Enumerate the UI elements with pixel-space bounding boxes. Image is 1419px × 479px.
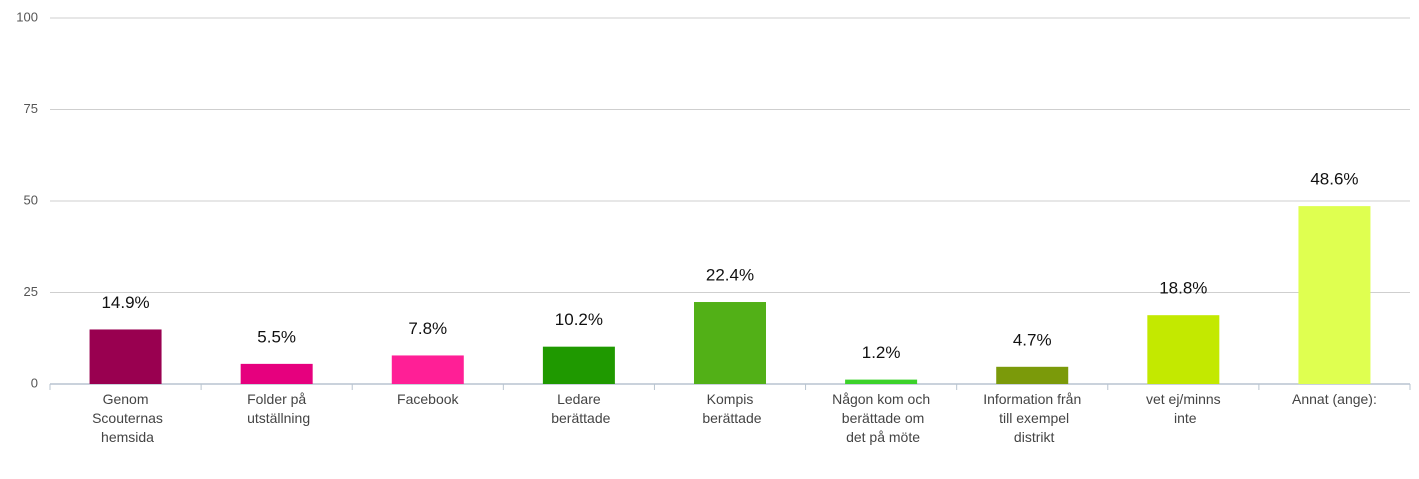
- bar: [89, 329, 162, 384]
- value-label: 7.8%: [408, 319, 447, 338]
- y-tick-label: 25: [24, 284, 38, 299]
- value-label: 22.4%: [706, 266, 754, 285]
- bar: [694, 302, 766, 384]
- value-label: 1.2%: [862, 343, 901, 362]
- x-tick-label: Annat (ange):: [1292, 391, 1377, 407]
- value-label: 10.2%: [555, 310, 603, 329]
- x-tick-label: Genom Scouternas hemsida: [88, 391, 163, 445]
- x-tick-label: Ledare berättade: [547, 391, 610, 426]
- bar: [240, 363, 313, 384]
- value-label: 48.6%: [1310, 170, 1358, 189]
- y-tick-label: 75: [24, 101, 38, 116]
- x-tick-label: Kompis berättade: [698, 391, 761, 426]
- y-tick-label: 50: [24, 192, 38, 207]
- bar: [1147, 315, 1220, 384]
- x-tick-label: vet ej/minns inte: [1146, 391, 1221, 426]
- bar: [391, 355, 464, 384]
- bar: [542, 346, 615, 384]
- bar: [845, 379, 918, 384]
- x-tick-label: Folder på utställning: [243, 391, 310, 426]
- value-label: 14.9%: [101, 293, 149, 312]
- bar: [996, 366, 1069, 384]
- value-label: 5.5%: [257, 327, 296, 346]
- value-label: 4.7%: [1013, 330, 1052, 349]
- x-tick-label: Information från till exempel distrikt: [983, 391, 1081, 445]
- value-label: 18.8%: [1159, 279, 1207, 298]
- y-tick-label: 0: [31, 375, 38, 390]
- x-tick-label: Någon kom och berättade om det på möte: [832, 391, 930, 445]
- x-tick-label: Facebook: [397, 391, 459, 407]
- bar: [1298, 206, 1371, 384]
- y-tick-label: 100: [16, 9, 38, 24]
